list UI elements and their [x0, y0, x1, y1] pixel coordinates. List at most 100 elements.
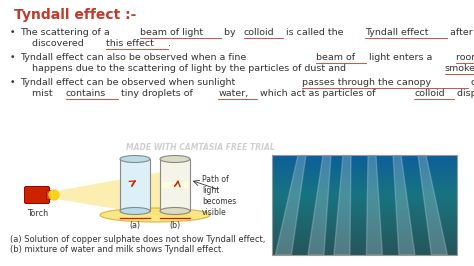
Bar — [272, 202, 457, 203]
Bar — [272, 155, 457, 255]
Text: beam of light: beam of light — [140, 28, 203, 37]
Ellipse shape — [100, 208, 210, 222]
Bar — [272, 246, 457, 247]
Text: smoke: smoke — [445, 64, 474, 73]
Bar — [272, 240, 457, 241]
Bar — [272, 156, 457, 157]
Text: Path of
light
becomes
visible: Path of light becomes visible — [202, 175, 236, 217]
Bar — [272, 234, 457, 235]
Text: discovered: discovered — [20, 39, 87, 48]
Bar — [272, 189, 457, 190]
Text: Tyndall effect can be observed when sunlight: Tyndall effect can be observed when sunl… — [20, 78, 238, 87]
Bar — [272, 183, 457, 184]
Bar — [272, 204, 457, 205]
Text: .: . — [168, 39, 171, 48]
Bar — [162, 182, 188, 188]
Bar — [272, 182, 457, 183]
Bar — [272, 236, 457, 237]
Ellipse shape — [120, 207, 150, 214]
Text: mist: mist — [20, 89, 55, 98]
Bar — [272, 188, 457, 189]
Ellipse shape — [160, 156, 190, 163]
Bar — [272, 211, 457, 212]
Bar — [272, 159, 457, 160]
Bar — [272, 228, 457, 229]
Bar — [272, 242, 457, 243]
Bar — [272, 229, 457, 230]
Text: this effect: this effect — [106, 39, 154, 48]
Text: Tyndall effect can also be observed when a fine: Tyndall effect can also be observed when… — [20, 53, 249, 62]
Bar — [272, 231, 457, 232]
Bar — [272, 160, 457, 161]
Bar — [272, 223, 457, 224]
Text: light enters a: light enters a — [366, 53, 436, 62]
Ellipse shape — [120, 156, 150, 163]
Bar — [272, 209, 457, 210]
Bar — [272, 214, 457, 215]
Polygon shape — [366, 155, 383, 255]
Text: (b): (b) — [169, 221, 181, 230]
Bar — [272, 164, 457, 165]
Polygon shape — [56, 167, 190, 221]
Text: water,: water, — [219, 89, 249, 98]
Bar — [272, 168, 457, 169]
Text: passes through the canopy: passes through the canopy — [301, 78, 431, 87]
Bar — [272, 222, 457, 223]
Bar — [272, 185, 457, 186]
Bar — [272, 253, 457, 254]
Bar — [272, 157, 457, 158]
Bar — [272, 201, 457, 202]
Text: MADE WITH CAMTASIA FREE TRIAL: MADE WITH CAMTASIA FREE TRIAL — [126, 143, 274, 152]
Text: Tyndall effect: Tyndall effect — [365, 28, 429, 37]
Bar — [272, 187, 457, 188]
Text: after the: after the — [447, 28, 474, 37]
Bar — [272, 244, 457, 245]
Bar — [272, 224, 457, 225]
Bar — [272, 180, 457, 181]
Bar — [272, 172, 457, 173]
Text: is called the: is called the — [283, 28, 347, 37]
Bar — [272, 163, 457, 164]
Text: contains: contains — [66, 89, 106, 98]
Text: colloid: colloid — [244, 28, 274, 37]
Bar — [272, 252, 457, 253]
Bar — [272, 221, 457, 222]
Text: beam of: beam of — [316, 53, 355, 62]
FancyBboxPatch shape — [25, 186, 49, 203]
Polygon shape — [275, 155, 306, 255]
Bar — [272, 239, 457, 240]
Bar — [272, 235, 457, 236]
Bar — [272, 176, 457, 177]
Bar — [272, 203, 457, 204]
Bar — [272, 245, 457, 246]
Ellipse shape — [160, 207, 190, 214]
Bar — [272, 227, 457, 228]
Bar — [272, 200, 457, 201]
Bar — [272, 207, 457, 208]
Bar — [272, 175, 457, 176]
Bar — [272, 184, 457, 185]
Text: (b) mixture of water and milk shows Tyndall effect.: (b) mixture of water and milk shows Tynd… — [10, 245, 224, 254]
Bar — [272, 197, 457, 198]
Bar — [272, 232, 457, 233]
Text: •: • — [10, 78, 16, 87]
Bar — [272, 198, 457, 199]
Text: •: • — [10, 28, 16, 37]
FancyBboxPatch shape — [46, 190, 55, 200]
Bar — [272, 179, 457, 180]
Bar — [272, 177, 457, 178]
Bar — [272, 215, 457, 216]
Polygon shape — [308, 155, 331, 255]
Bar — [272, 210, 457, 211]
Bar — [272, 165, 457, 166]
Bar — [272, 251, 457, 252]
Bar — [272, 233, 457, 234]
Bar — [272, 216, 457, 217]
Bar — [272, 208, 457, 209]
Bar — [272, 243, 457, 244]
Bar — [272, 212, 457, 213]
Bar — [272, 226, 457, 227]
Text: which act as particles of: which act as particles of — [257, 89, 379, 98]
Circle shape — [49, 190, 59, 200]
Text: dispersed in air.: dispersed in air. — [454, 89, 474, 98]
